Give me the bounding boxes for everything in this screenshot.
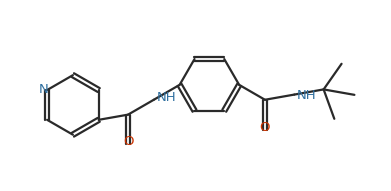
Text: N: N — [38, 83, 48, 96]
Text: NH: NH — [157, 91, 176, 104]
Text: O: O — [123, 135, 133, 148]
Text: NH: NH — [296, 89, 316, 102]
Text: O: O — [260, 121, 270, 134]
